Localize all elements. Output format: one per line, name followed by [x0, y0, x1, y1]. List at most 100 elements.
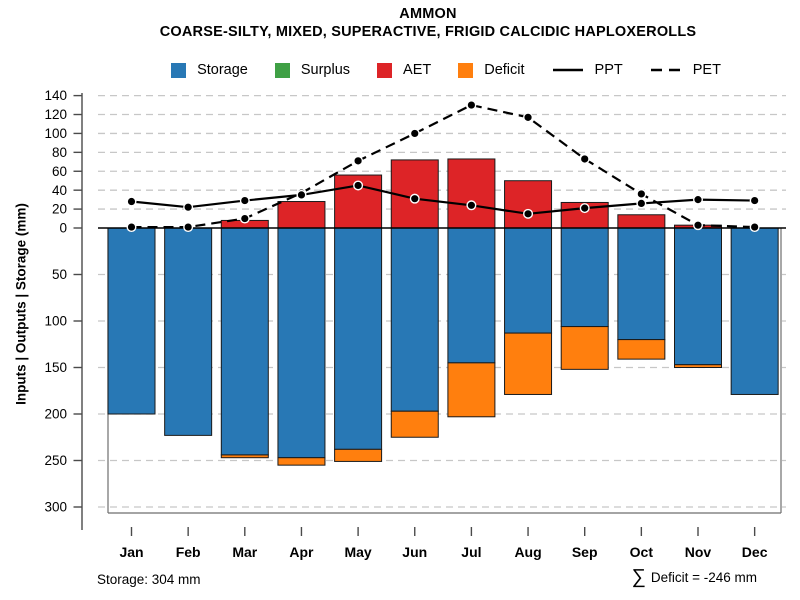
- legend-label-pet: PET: [692, 62, 721, 78]
- storage-bar-Mar: [220, 227, 269, 456]
- y-tick-label: 100: [44, 314, 67, 329]
- storage-bar-Sep: [560, 227, 609, 328]
- deficit-bar-Jul: [447, 362, 496, 418]
- y-tick-label: 120: [44, 107, 67, 122]
- gridlines: [98, 94, 786, 508]
- deficit-bar-Jun: [390, 410, 439, 438]
- legend-swatch-surplus: [274, 62, 290, 78]
- legend-swatch-storage: [171, 62, 187, 78]
- legend-label-ppt: PPT: [594, 62, 623, 78]
- x-tick-label-Dec: Dec: [742, 544, 768, 560]
- aet-bar-Aug: [504, 180, 553, 229]
- deficit-bar-Sep: [560, 326, 609, 370]
- y-tick-label: 150: [44, 360, 67, 375]
- legend-swatch-deficit: [458, 62, 474, 78]
- chart-title: AMMON: [399, 6, 457, 22]
- storage-bar-Aug: [504, 227, 553, 334]
- ppt-point-Jul: [466, 200, 477, 211]
- legend-item-ppt: PPT: [552, 62, 623, 78]
- storage-bar-Jan: [107, 227, 156, 415]
- bars: [107, 158, 779, 466]
- deficit-bar-Mar: [220, 454, 269, 459]
- legend-label-aet: AET: [403, 62, 432, 78]
- ppt-point-Mar: [239, 195, 250, 206]
- legend-item-surplus: Surplus: [274, 62, 351, 78]
- pet-point-Nov: [693, 220, 704, 231]
- chart-subtitle: COARSE-SILTY, MIXED, SUPERACTIVE, FRIGID…: [159, 24, 697, 40]
- legend-item-aet: AET: [377, 62, 431, 78]
- storage-bar-Feb: [164, 227, 213, 436]
- legend: Storage Surplus AET Deficit PPT PET: [108, 62, 784, 78]
- aet-bar-Apr: [277, 201, 326, 229]
- x-tick-label-Mar: Mar: [232, 544, 257, 560]
- ppt-point-Jan: [126, 196, 137, 207]
- x-tick-label-Jun: Jun: [402, 544, 427, 560]
- x-tick-label-Jul: Jul: [461, 544, 481, 560]
- ppt-point-Jun: [409, 193, 420, 204]
- y-tick-label: 60: [52, 164, 67, 179]
- x-tick-label-Feb: Feb: [176, 544, 201, 560]
- storage-bar-Jun: [390, 227, 439, 412]
- x-tick-label-Aug: Aug: [514, 544, 541, 560]
- y-tick-label: 20: [52, 202, 67, 217]
- x-tick-label-Apr: Apr: [289, 544, 314, 560]
- x-tick-label-Sep: Sep: [572, 544, 598, 560]
- pet-point-Mar: [239, 213, 250, 224]
- pet-point-Oct: [636, 188, 647, 199]
- deficit-annotation-text: Deficit = -246 mm: [650, 569, 757, 585]
- y-tick-label: 250: [44, 453, 67, 468]
- storage-bar-Oct: [617, 227, 666, 341]
- pet-point-May: [353, 155, 364, 166]
- pet-point-Jun: [409, 128, 420, 139]
- legend-label-deficit: Deficit: [484, 62, 525, 78]
- x-tick-label-Oct: Oct: [630, 544, 654, 560]
- ppt-point-Oct: [636, 198, 647, 209]
- pet-point-Feb: [183, 222, 194, 233]
- y-tick-label: 80: [52, 145, 67, 160]
- legend-swatch-pet-line: [650, 68, 681, 72]
- ppt-line: [131, 184, 755, 215]
- legend-swatch-ppt-line: [552, 68, 583, 72]
- legend-item-deficit: Deficit: [458, 62, 525, 78]
- ppt-point-May: [353, 180, 364, 191]
- y-tick-label: 140: [44, 88, 67, 103]
- storage-bar-Jul: [447, 227, 496, 364]
- y-tick-label: 40: [52, 183, 67, 198]
- pet-line: [131, 103, 755, 229]
- legend-swatch-aet: [377, 62, 393, 78]
- storage-annotation: Storage: 304 mm: [97, 572, 201, 587]
- ppt-point-Aug: [523, 208, 534, 219]
- legend-label-surplus: Surplus: [300, 62, 351, 78]
- deficit-bar-Apr: [277, 457, 326, 466]
- y-tick-label: 300: [44, 500, 67, 515]
- storage-bar-May: [334, 227, 383, 450]
- pet-point-Sep: [579, 153, 590, 164]
- deficit-bar-Aug: [504, 332, 553, 395]
- x-tick-label-Jan: Jan: [119, 544, 143, 560]
- legend-label-storage: Storage: [197, 62, 248, 78]
- pet-point-Jul: [466, 100, 477, 111]
- y-tick-label: 100: [44, 126, 67, 141]
- legend-item-storage: Storage: [171, 62, 248, 78]
- deficit-bar-May: [334, 448, 383, 462]
- sigma-icon: ∑: [631, 566, 646, 588]
- y-tick-label: 50: [52, 267, 67, 282]
- ppt-point-Nov: [693, 194, 704, 205]
- line-markers: [126, 100, 760, 233]
- pet-point-Aug: [523, 112, 534, 123]
- x-tick-label-May: May: [344, 544, 371, 560]
- deficit-bar-Oct: [617, 339, 666, 360]
- x-tick-label-Nov: Nov: [685, 544, 712, 560]
- storage-bar-Dec: [730, 227, 779, 395]
- aet-bar-Jul: [447, 158, 496, 229]
- y-tick-label: 200: [44, 407, 67, 422]
- ppt-point-Feb: [183, 202, 194, 213]
- aet-bar-Oct: [617, 214, 666, 229]
- ppt-point-Dec: [749, 195, 760, 206]
- deficit-bar-Nov: [674, 364, 722, 368]
- pet-point-Jan: [126, 222, 137, 233]
- pet-point-Dec: [749, 222, 760, 233]
